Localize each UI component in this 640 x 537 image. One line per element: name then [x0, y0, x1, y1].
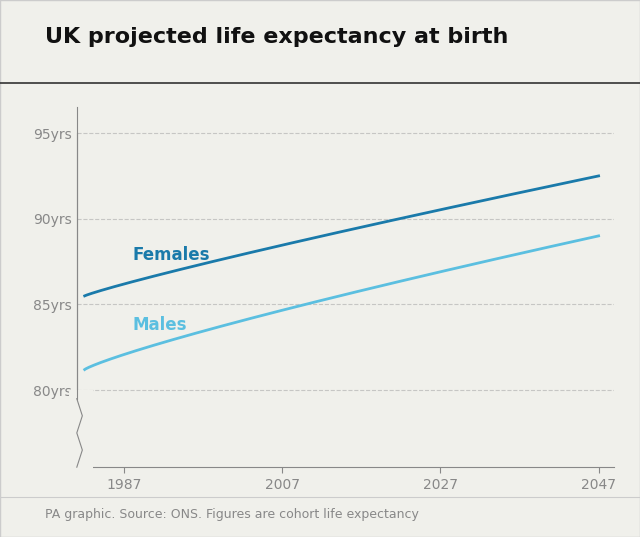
Text: UK projected life expectancy at birth: UK projected life expectancy at birth [45, 27, 508, 47]
Text: Females: Females [132, 246, 210, 264]
Text: PA graphic. Source: ONS. Figures are cohort life expectancy: PA graphic. Source: ONS. Figures are coh… [45, 508, 419, 521]
Bar [69, 390, 93, 476]
Text: Males: Males [132, 316, 187, 334]
